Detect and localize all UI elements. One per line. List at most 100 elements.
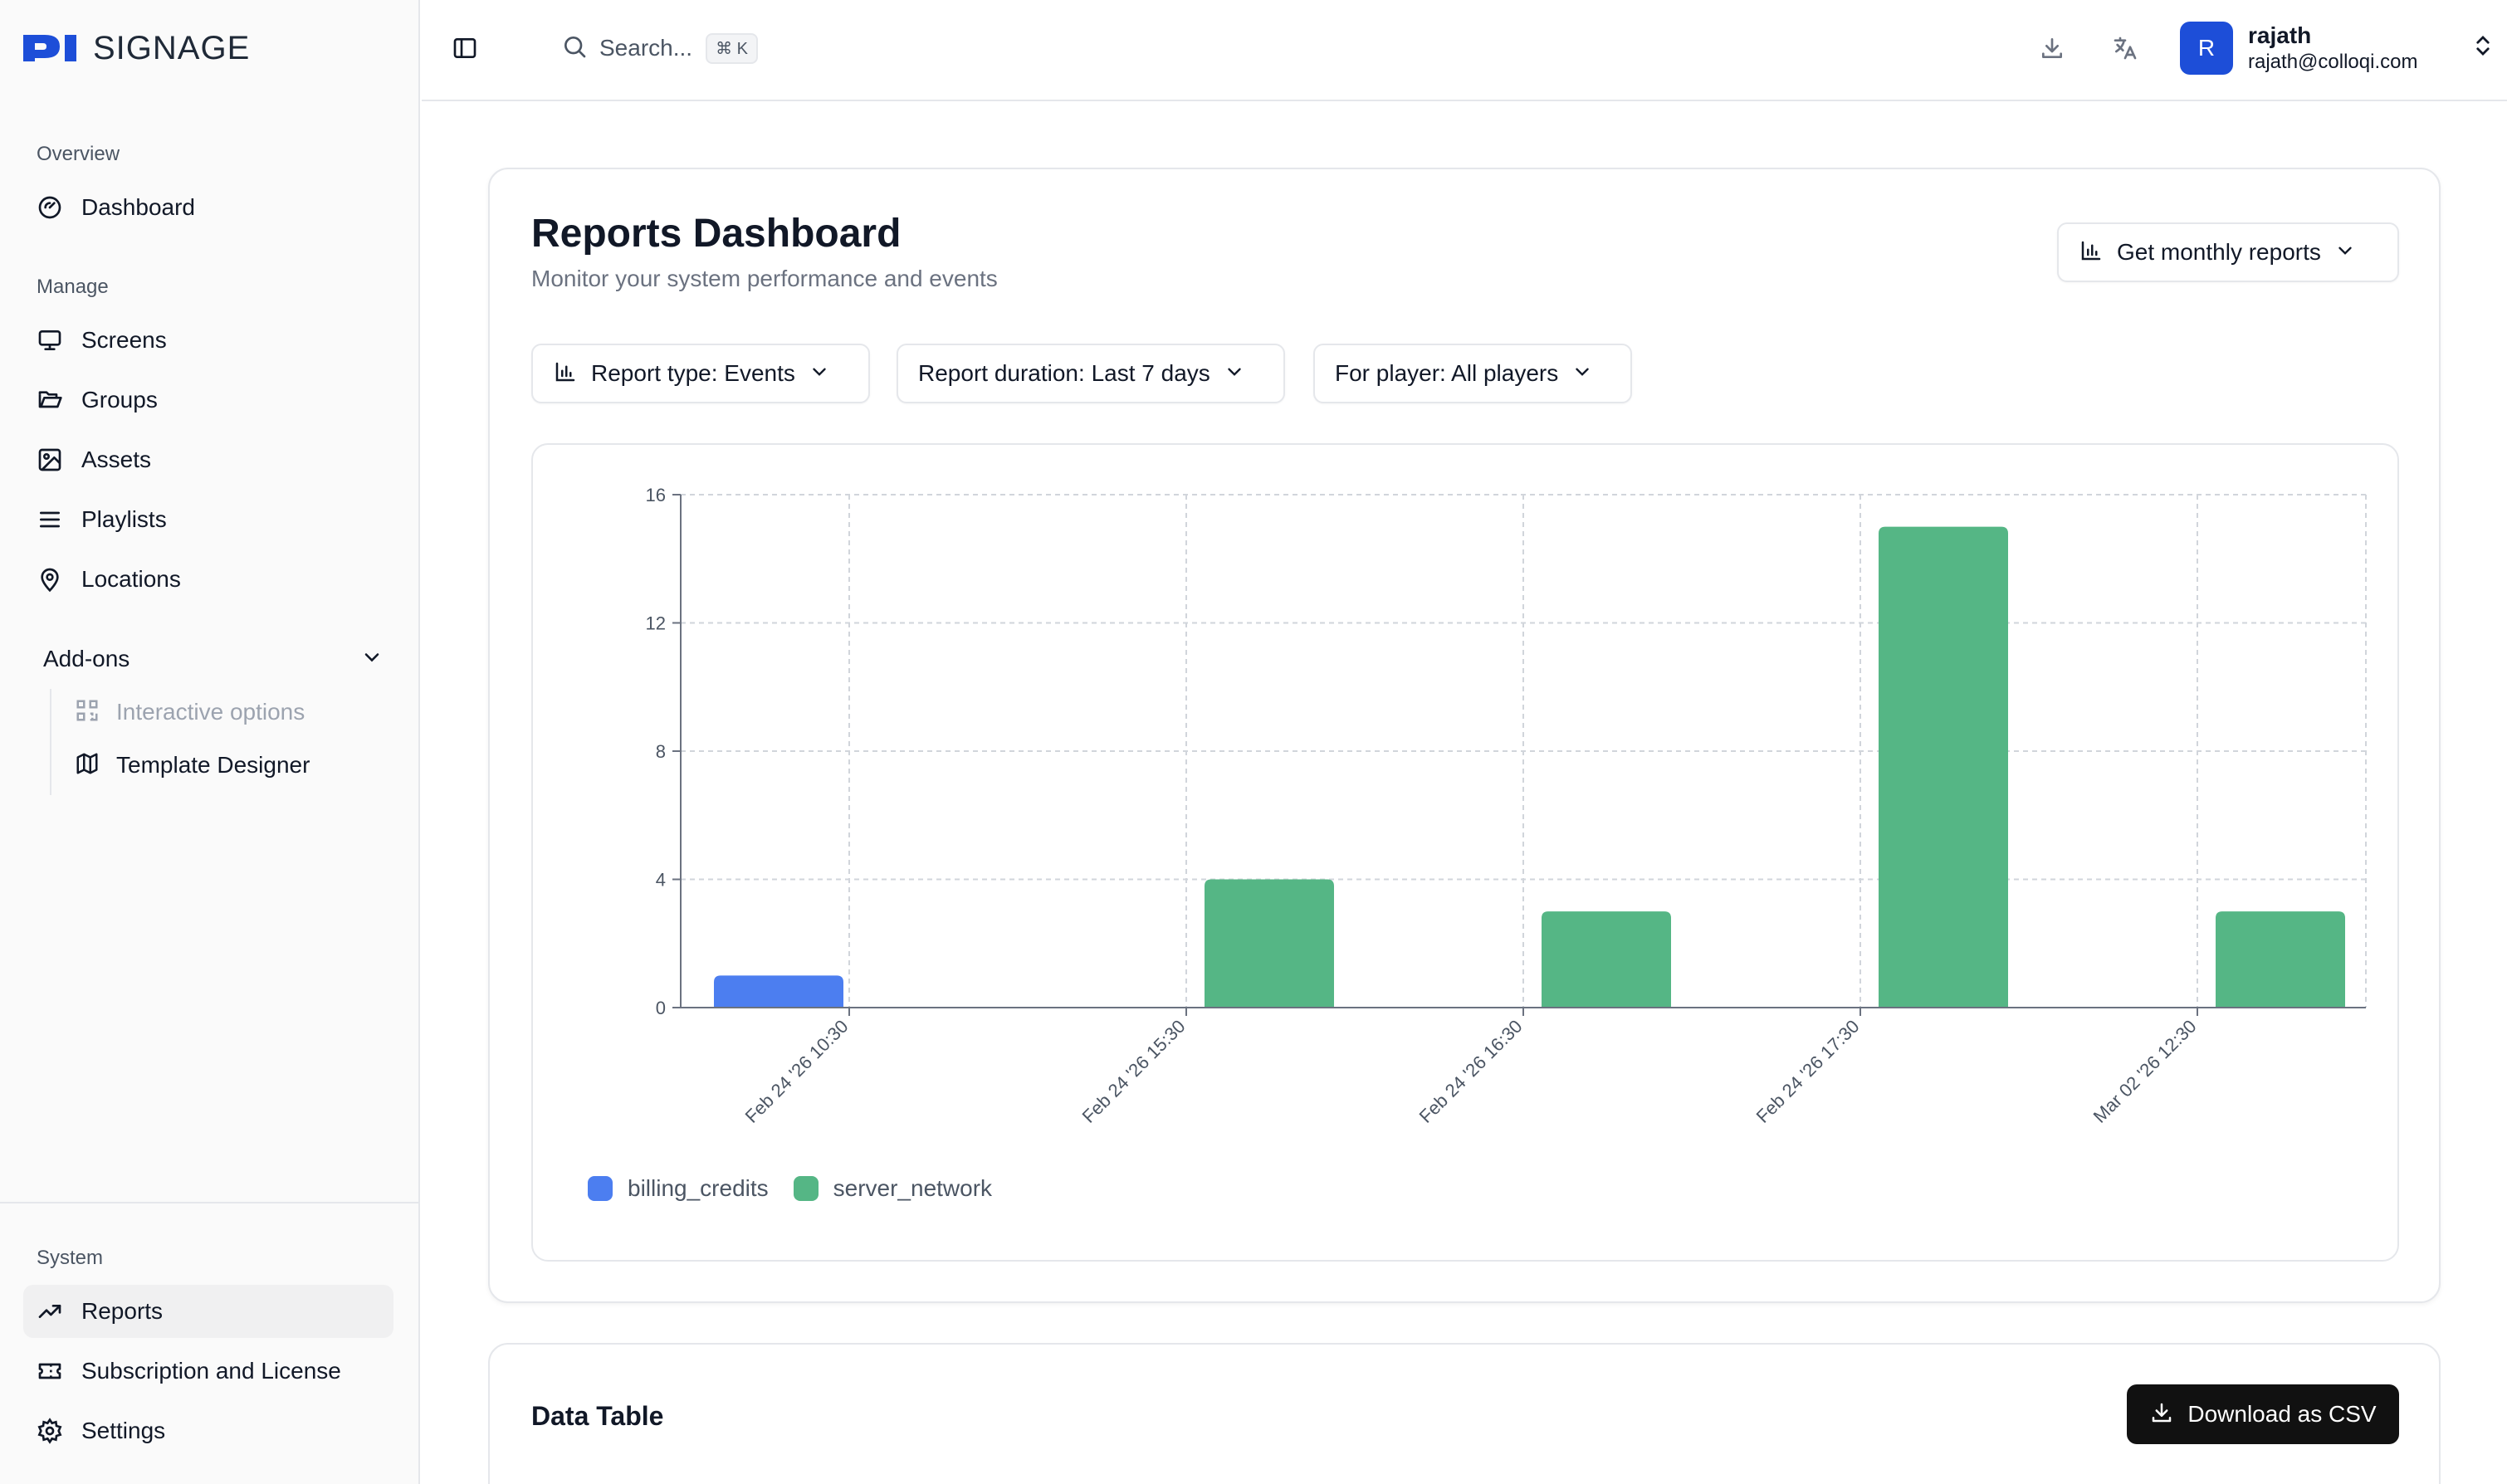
user-email: rajath@colloqi.com xyxy=(2248,51,2418,73)
sidebar-item-label: Subscription and License xyxy=(81,1358,341,1384)
panel-left-icon xyxy=(452,35,478,66)
sidebar-item-interactive-options[interactable]: Interactive options xyxy=(75,689,305,735)
ticket-icon xyxy=(35,1356,65,1386)
page-title: Reports Dashboard xyxy=(531,212,902,256)
monitor-icon xyxy=(35,325,65,355)
user-name: rajath xyxy=(2248,22,2312,48)
x-tick-label: Feb 24 '26 16:30 xyxy=(1415,1016,1527,1127)
data-table-card: Data Table Download as CSV xyxy=(488,1343,2441,1484)
bar-server-network xyxy=(2216,911,2345,1008)
translate-icon xyxy=(2112,35,2138,66)
sidebar-item-label: Playlists xyxy=(81,506,167,532)
sidebar-item-locations[interactable]: Locations xyxy=(23,553,393,606)
section-title-system: System xyxy=(37,1247,104,1269)
y-tick-label: 12 xyxy=(646,613,666,634)
section-title-manage: Manage xyxy=(37,276,109,298)
legend-swatch xyxy=(793,1176,819,1201)
sidebar-item-label: Template Designer xyxy=(116,752,310,778)
translate-button[interactable] xyxy=(2105,30,2145,70)
chart-legend: billing_credits server_network xyxy=(588,1175,1017,1202)
button-label: Get monthly reports xyxy=(2117,239,2321,265)
sidebar-item-assets[interactable]: Assets xyxy=(23,433,393,486)
user-menu[interactable]: R rajath rajath@colloqi.com xyxy=(2180,18,2495,78)
sidebar-item-subscription[interactable]: Subscription and License xyxy=(23,1345,393,1398)
legend-label: billing_credits xyxy=(628,1175,769,1201)
sidebar-item-screens[interactable]: Screens xyxy=(23,314,393,367)
bar-chart-icon xyxy=(2079,238,2104,267)
y-tick-label: 16 xyxy=(646,485,666,505)
page-subtitle: Monitor your system performance and even… xyxy=(531,266,998,291)
section-title-overview: Overview xyxy=(37,143,120,165)
sidebar-item-label: Assets xyxy=(81,447,152,472)
chevrons-up-down-icon xyxy=(2470,33,2495,62)
folder-open-icon xyxy=(35,385,65,415)
image-icon xyxy=(35,445,65,475)
bar-server-network xyxy=(1879,526,2008,1008)
sidebar: SIGNAGE Overview Dashboard Manage Screen… xyxy=(0,0,420,1484)
bar-chart-icon xyxy=(553,359,578,388)
y-tick-label: 8 xyxy=(656,741,666,762)
legend-item-billing-credits[interactable]: billing_credits xyxy=(588,1175,769,1202)
qr-code-icon xyxy=(75,698,100,727)
select-label: Report type: Events xyxy=(591,360,795,386)
legend-item-server-network[interactable]: server_network xyxy=(793,1175,993,1202)
gauge-icon xyxy=(35,193,65,222)
x-tick-label: Feb 24 '26 10:30 xyxy=(741,1016,853,1127)
download-csv-button[interactable]: Download as CSV xyxy=(2127,1384,2399,1444)
y-tick-label: 4 xyxy=(656,870,666,891)
button-label: Download as CSV xyxy=(2187,1401,2377,1427)
list-icon xyxy=(35,505,65,535)
y-tick-label: 0 xyxy=(656,998,666,1018)
download-icon xyxy=(2039,35,2065,66)
legend-swatch xyxy=(588,1176,613,1201)
sidebar-item-reports[interactable]: Reports xyxy=(23,1285,393,1338)
chevron-down-icon xyxy=(1571,361,1593,387)
search-input[interactable]: Search... ⌘ K xyxy=(561,28,758,68)
sidebar-item-label: Dashboard xyxy=(81,194,195,220)
sidebar-item-playlists[interactable]: Playlists xyxy=(23,493,393,546)
legend-label: server_network xyxy=(833,1175,993,1201)
x-tick-label: Feb 24 '26 17:30 xyxy=(1752,1016,1864,1127)
addons-toggle[interactable]: Add-ons xyxy=(43,639,384,679)
addons-label: Add-ons xyxy=(43,646,130,671)
chevron-down-icon xyxy=(2334,240,2356,266)
brand-logo[interactable]: SIGNAGE xyxy=(23,29,251,66)
report-duration-select[interactable]: Report duration: Last 7 days xyxy=(897,344,1285,403)
chevron-down-icon xyxy=(809,361,830,387)
sidebar-item-dashboard[interactable]: Dashboard xyxy=(23,181,393,234)
sidebar-item-settings[interactable]: Settings xyxy=(23,1404,393,1457)
x-tick-label: Feb 24 '26 15:30 xyxy=(1078,1016,1190,1127)
chevron-down-icon xyxy=(1224,361,1245,387)
bar-server-network xyxy=(1542,911,1671,1008)
sidebar-item-label: Settings xyxy=(81,1418,166,1443)
sidebar-item-label: Reports xyxy=(81,1298,164,1324)
data-table-title: Data Table xyxy=(531,1401,664,1431)
sidebar-divider xyxy=(0,1202,420,1203)
sidebar-item-groups[interactable]: Groups xyxy=(23,373,393,427)
map-icon xyxy=(75,751,100,780)
gear-icon xyxy=(35,1416,65,1446)
sidebar-item-label: Groups xyxy=(81,387,158,412)
topbar: Search... ⌘ K R rajath rajath@colloqi.co… xyxy=(422,0,2507,101)
download-button[interactable] xyxy=(2032,30,2072,70)
events-bar-chart: 0 4 8 12 16 Feb 24 '26 10:30 Feb 24 '26 15:30 F… xyxy=(646,485,2367,1127)
bar-billing-credits xyxy=(714,975,843,1008)
player-select[interactable]: For player: All players xyxy=(1313,344,1632,403)
bar-server-network xyxy=(1205,879,1334,1008)
sidebar-item-label: Screens xyxy=(81,327,167,353)
search-icon xyxy=(561,33,588,64)
chevron-down-icon xyxy=(360,646,384,673)
get-monthly-reports-button[interactable]: Get monthly reports xyxy=(2057,222,2399,282)
trending-up-icon xyxy=(35,1296,65,1326)
sidebar-item-template-designer[interactable]: Template Designer xyxy=(75,742,310,788)
addons-tree-line xyxy=(50,689,51,795)
sidebar-toggle-button[interactable] xyxy=(447,32,483,68)
logo-text: SIGNAGE xyxy=(93,29,251,66)
x-tick-label: Mar 02 '26 12:30 xyxy=(2089,1016,2201,1127)
sidebar-item-label: Interactive options xyxy=(116,699,305,725)
select-label: Report duration: Last 7 days xyxy=(918,360,1210,386)
report-type-select[interactable]: Report type: Events xyxy=(531,344,870,403)
select-label: For player: All players xyxy=(1335,360,1559,386)
avatar: R xyxy=(2180,22,2233,75)
search-shortcut-badge: ⌘ K xyxy=(706,32,758,64)
